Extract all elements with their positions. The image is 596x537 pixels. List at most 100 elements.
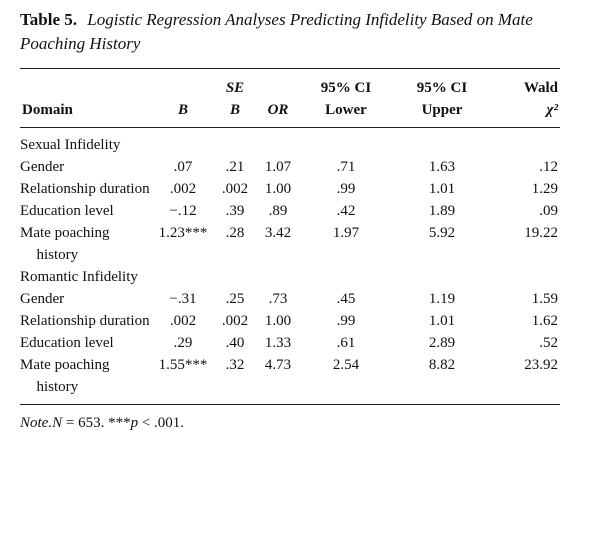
cell: 2.89 [428, 335, 456, 351]
cell: .28 [225, 225, 245, 241]
row-label: Gender [20, 159, 65, 175]
row-label: Education level [20, 203, 114, 219]
cell: .12 [539, 159, 558, 175]
table-row: Relationship duration .002 .002 1.00 .99 1.01… [20, 310, 560, 332]
table-row: Sexual Infidelity [20, 128, 560, 157]
empty-cell [256, 128, 300, 157]
table-body: Sexual Infidelity Gender .07 .21 1.07 .71 1.63… [20, 128, 560, 405]
header-text: χ² [546, 102, 558, 118]
cell: 23.92 [524, 357, 558, 373]
note-part: N [52, 415, 63, 431]
cell: .40 [225, 335, 245, 351]
cell: 1.62 [531, 313, 558, 329]
cell: .39 [225, 203, 245, 219]
column-header: B [152, 68, 214, 128]
column-header: 95% CI Lower [300, 68, 392, 128]
cell: 2.54 [332, 357, 360, 373]
table-row: Education level −.12 .39 .89 .42 1.89 .09 [20, 200, 560, 222]
note-part: = 653. *** [62, 415, 131, 431]
row-label: Gender [20, 291, 65, 307]
table-row: Mate poaching history 1.55*** .32 4.73 2.54 8… [20, 354, 560, 405]
cell: .002 [169, 313, 197, 329]
table-title: Table 5. Logistic Regression Analyses Pr… [20, 8, 540, 56]
cell: 1.97 [332, 225, 360, 241]
empty-cell [492, 128, 560, 157]
cell: .99 [336, 313, 356, 329]
title-caption: Logistic Regression Analyses Predicting … [20, 10, 533, 53]
header-text: 95% CI [416, 80, 468, 96]
row-label: Relationship duration [20, 313, 150, 329]
cell: .002 [221, 181, 249, 197]
header-text: 95% CI [320, 80, 372, 96]
column-header: 95% CI Upper [392, 68, 492, 128]
cell: 1.01 [428, 181, 456, 197]
empty-cell [492, 266, 560, 288]
header-text: B [229, 102, 240, 118]
row-label: Education level [20, 335, 114, 351]
row-label: Mate poaching history [20, 357, 110, 395]
empty-cell [256, 266, 300, 288]
section-label: Romantic Infidelity [20, 269, 138, 285]
cell: 1.29 [531, 181, 558, 197]
table-row: Education level .29 .40 1.33 .61 2.89 .52 [20, 332, 560, 354]
cell: 1.33 [264, 335, 292, 351]
cell: 1.19 [428, 291, 456, 307]
title-label: Table 5. [20, 10, 78, 29]
empty-cell [214, 128, 256, 157]
cell: 1.07 [264, 159, 292, 175]
cell: 1.01 [428, 313, 456, 329]
table-row: Romantic Infidelity [20, 266, 560, 288]
cell: 1.55*** [158, 357, 208, 373]
table-note: Note.N = 653. ***p < .001. [20, 415, 560, 432]
cell: 1.63 [428, 159, 456, 175]
header-text: Domain [22, 102, 73, 118]
cell: .07 [173, 159, 193, 175]
table: Domain B SE B OR 95% CI Lower 95% CI Upper Wald χ²… [20, 68, 560, 405]
cell: .45 [336, 291, 356, 307]
row-label: Relationship duration [20, 181, 150, 197]
header-text: SE [225, 80, 245, 96]
cell: .002 [169, 181, 197, 197]
header-text: Upper [421, 102, 463, 118]
column-header: Wald χ² [492, 68, 560, 128]
cell: .71 [336, 159, 356, 175]
empty-cell [392, 128, 492, 157]
document: Table 5. Logistic Regression Analyses Pr… [20, 8, 560, 432]
cell: .21 [225, 159, 245, 175]
header-text: Lower [325, 102, 367, 118]
table-header: Domain B SE B OR 95% CI Lower 95% CI Upper Wald χ² [20, 68, 560, 128]
header-row: Domain B SE B OR 95% CI Lower 95% CI Upper Wald χ² [20, 68, 560, 128]
cell: .09 [539, 203, 558, 219]
empty-cell [152, 266, 214, 288]
table-row: Gender .07 .21 1.07 .71 1.63 .12 [20, 156, 560, 178]
table-row: Relationship duration .002 .002 1.00 .99 1.01… [20, 178, 560, 200]
cell: .002 [221, 313, 249, 329]
note-part: Note. [20, 415, 53, 431]
note-part: < .001. [138, 415, 185, 431]
cell: .99 [336, 181, 356, 197]
cell: 3.42 [264, 225, 292, 241]
empty-cell [300, 128, 392, 157]
column-header: Domain [20, 68, 152, 128]
cell: 5.92 [428, 225, 456, 241]
header-text: Wald [523, 80, 558, 96]
empty-cell [392, 266, 492, 288]
cell: −.12 [169, 203, 197, 219]
column-header: OR [256, 68, 300, 128]
cell: .32 [225, 357, 245, 373]
note-part: p [130, 415, 139, 431]
row-label: Mate poaching history [20, 225, 110, 263]
table-row: Gender −.31 .25 .73 .45 1.19 1.59 [20, 288, 560, 310]
cell: .73 [268, 291, 288, 307]
column-header: SE B [214, 68, 256, 128]
cell: .61 [336, 335, 356, 351]
cell: −.31 [169, 291, 197, 307]
header-text: OR [267, 102, 289, 118]
header-text: B [177, 102, 188, 118]
cell: .89 [268, 203, 288, 219]
cell: 8.82 [428, 357, 456, 373]
cell: 1.89 [428, 203, 456, 219]
cell: 1.59 [531, 291, 558, 307]
cell: .25 [225, 291, 245, 307]
